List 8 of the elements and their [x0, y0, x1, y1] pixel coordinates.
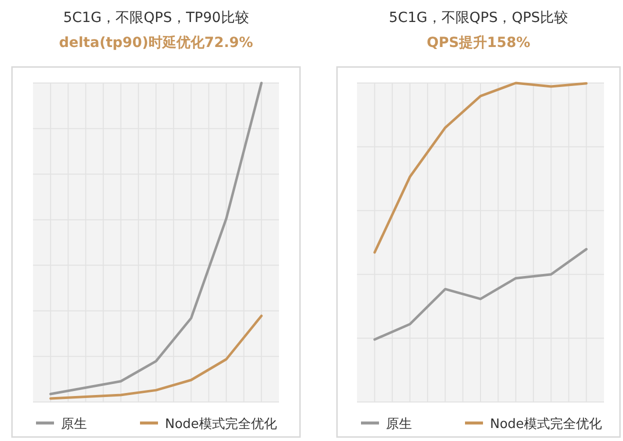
legend-label: Node模式完全优化 — [165, 416, 277, 432]
chart-subtitle: QPS提升158% — [426, 34, 530, 51]
chart-title: 5C1G，不限QPS，TP90比较 — [63, 10, 249, 26]
legend-label: 原生 — [386, 417, 412, 432]
legend-label: Node模式完全优化 — [490, 416, 602, 432]
legend-label: 原生 — [61, 417, 87, 432]
chart-title: 5C1G，不限QPS，QPS比较 — [388, 10, 568, 26]
chart-subtitle: delta(tp90)时延优化72.9% — [58, 35, 254, 51]
